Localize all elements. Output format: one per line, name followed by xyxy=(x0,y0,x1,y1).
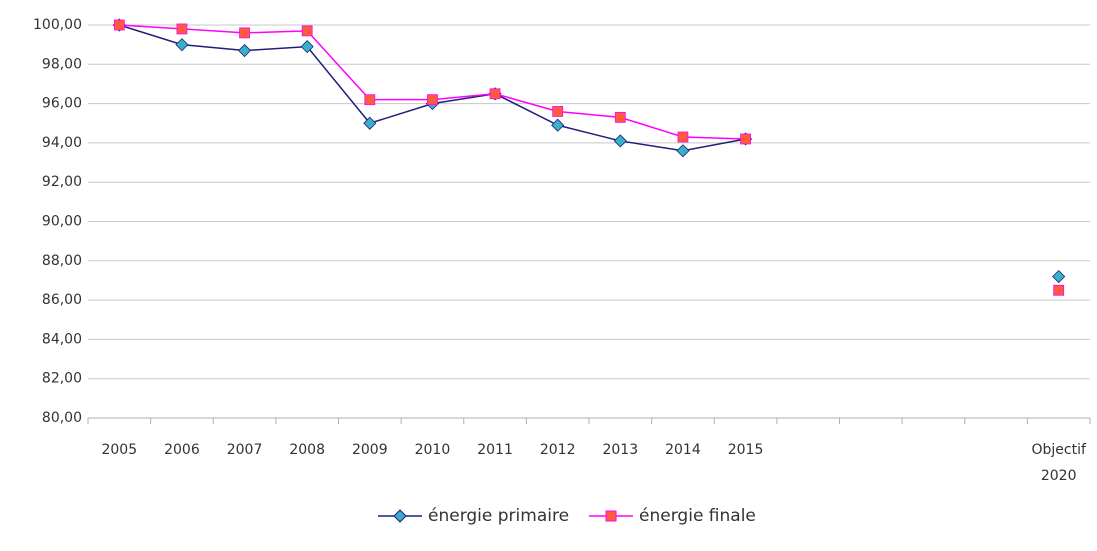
x-tick-label: Objectif 2020 xyxy=(1031,442,1086,484)
y-tick-label: 98,00 xyxy=(42,56,82,72)
legend-label: énergie finale xyxy=(639,506,756,526)
marker xyxy=(676,144,690,158)
marker xyxy=(300,40,314,54)
y-tick-label: 92,00 xyxy=(42,174,82,190)
marker xyxy=(551,118,565,132)
y-tick-label: 88,00 xyxy=(42,253,82,269)
x-tick-label: 2009 xyxy=(351,442,388,458)
marker xyxy=(363,116,377,130)
marker xyxy=(427,94,438,106)
x-tick-label: 2014 xyxy=(665,442,701,458)
marker xyxy=(1052,269,1066,284)
x-tick-label: 2011 xyxy=(477,442,513,458)
x-tick-label: 2015 xyxy=(727,442,764,458)
marker xyxy=(677,131,689,143)
y-tick-label: 100,00 xyxy=(33,17,82,33)
y-tick-label: 86,00 xyxy=(42,292,82,308)
y-tick-label: 96,00 xyxy=(42,96,82,112)
x-tick-label: 2010 xyxy=(414,442,451,458)
y-tick-label: 82,00 xyxy=(42,371,82,387)
legend-label: énergie primaire xyxy=(428,506,569,526)
marker xyxy=(175,38,189,52)
marker xyxy=(239,27,250,39)
y-tick-label: 80,00 xyxy=(42,410,82,426)
legend-marker xyxy=(605,510,617,522)
x-tick-label: 2013 xyxy=(602,442,639,458)
marker xyxy=(614,111,626,123)
marker xyxy=(489,88,501,100)
series-line xyxy=(119,25,1058,277)
marker xyxy=(237,43,252,58)
y-tick-label: 94,00 xyxy=(42,135,82,151)
marker xyxy=(1053,284,1065,296)
x-tick-label: 2012 xyxy=(539,442,576,458)
x-tick-label: 2006 xyxy=(164,442,200,458)
marker xyxy=(113,19,125,31)
x-tick-label: 2008 xyxy=(289,442,325,458)
marker xyxy=(613,134,627,148)
marker xyxy=(552,106,564,117)
x-tick-label: 2005 xyxy=(101,442,138,458)
y-tick-label: 90,00 xyxy=(42,214,82,230)
marker xyxy=(176,23,188,35)
legend-marker xyxy=(393,509,407,523)
y-tick-label: 84,00 xyxy=(42,331,82,347)
x-tick-label: 2007 xyxy=(226,442,263,458)
marker xyxy=(740,133,751,145)
marker xyxy=(301,25,313,37)
marker xyxy=(364,94,376,106)
